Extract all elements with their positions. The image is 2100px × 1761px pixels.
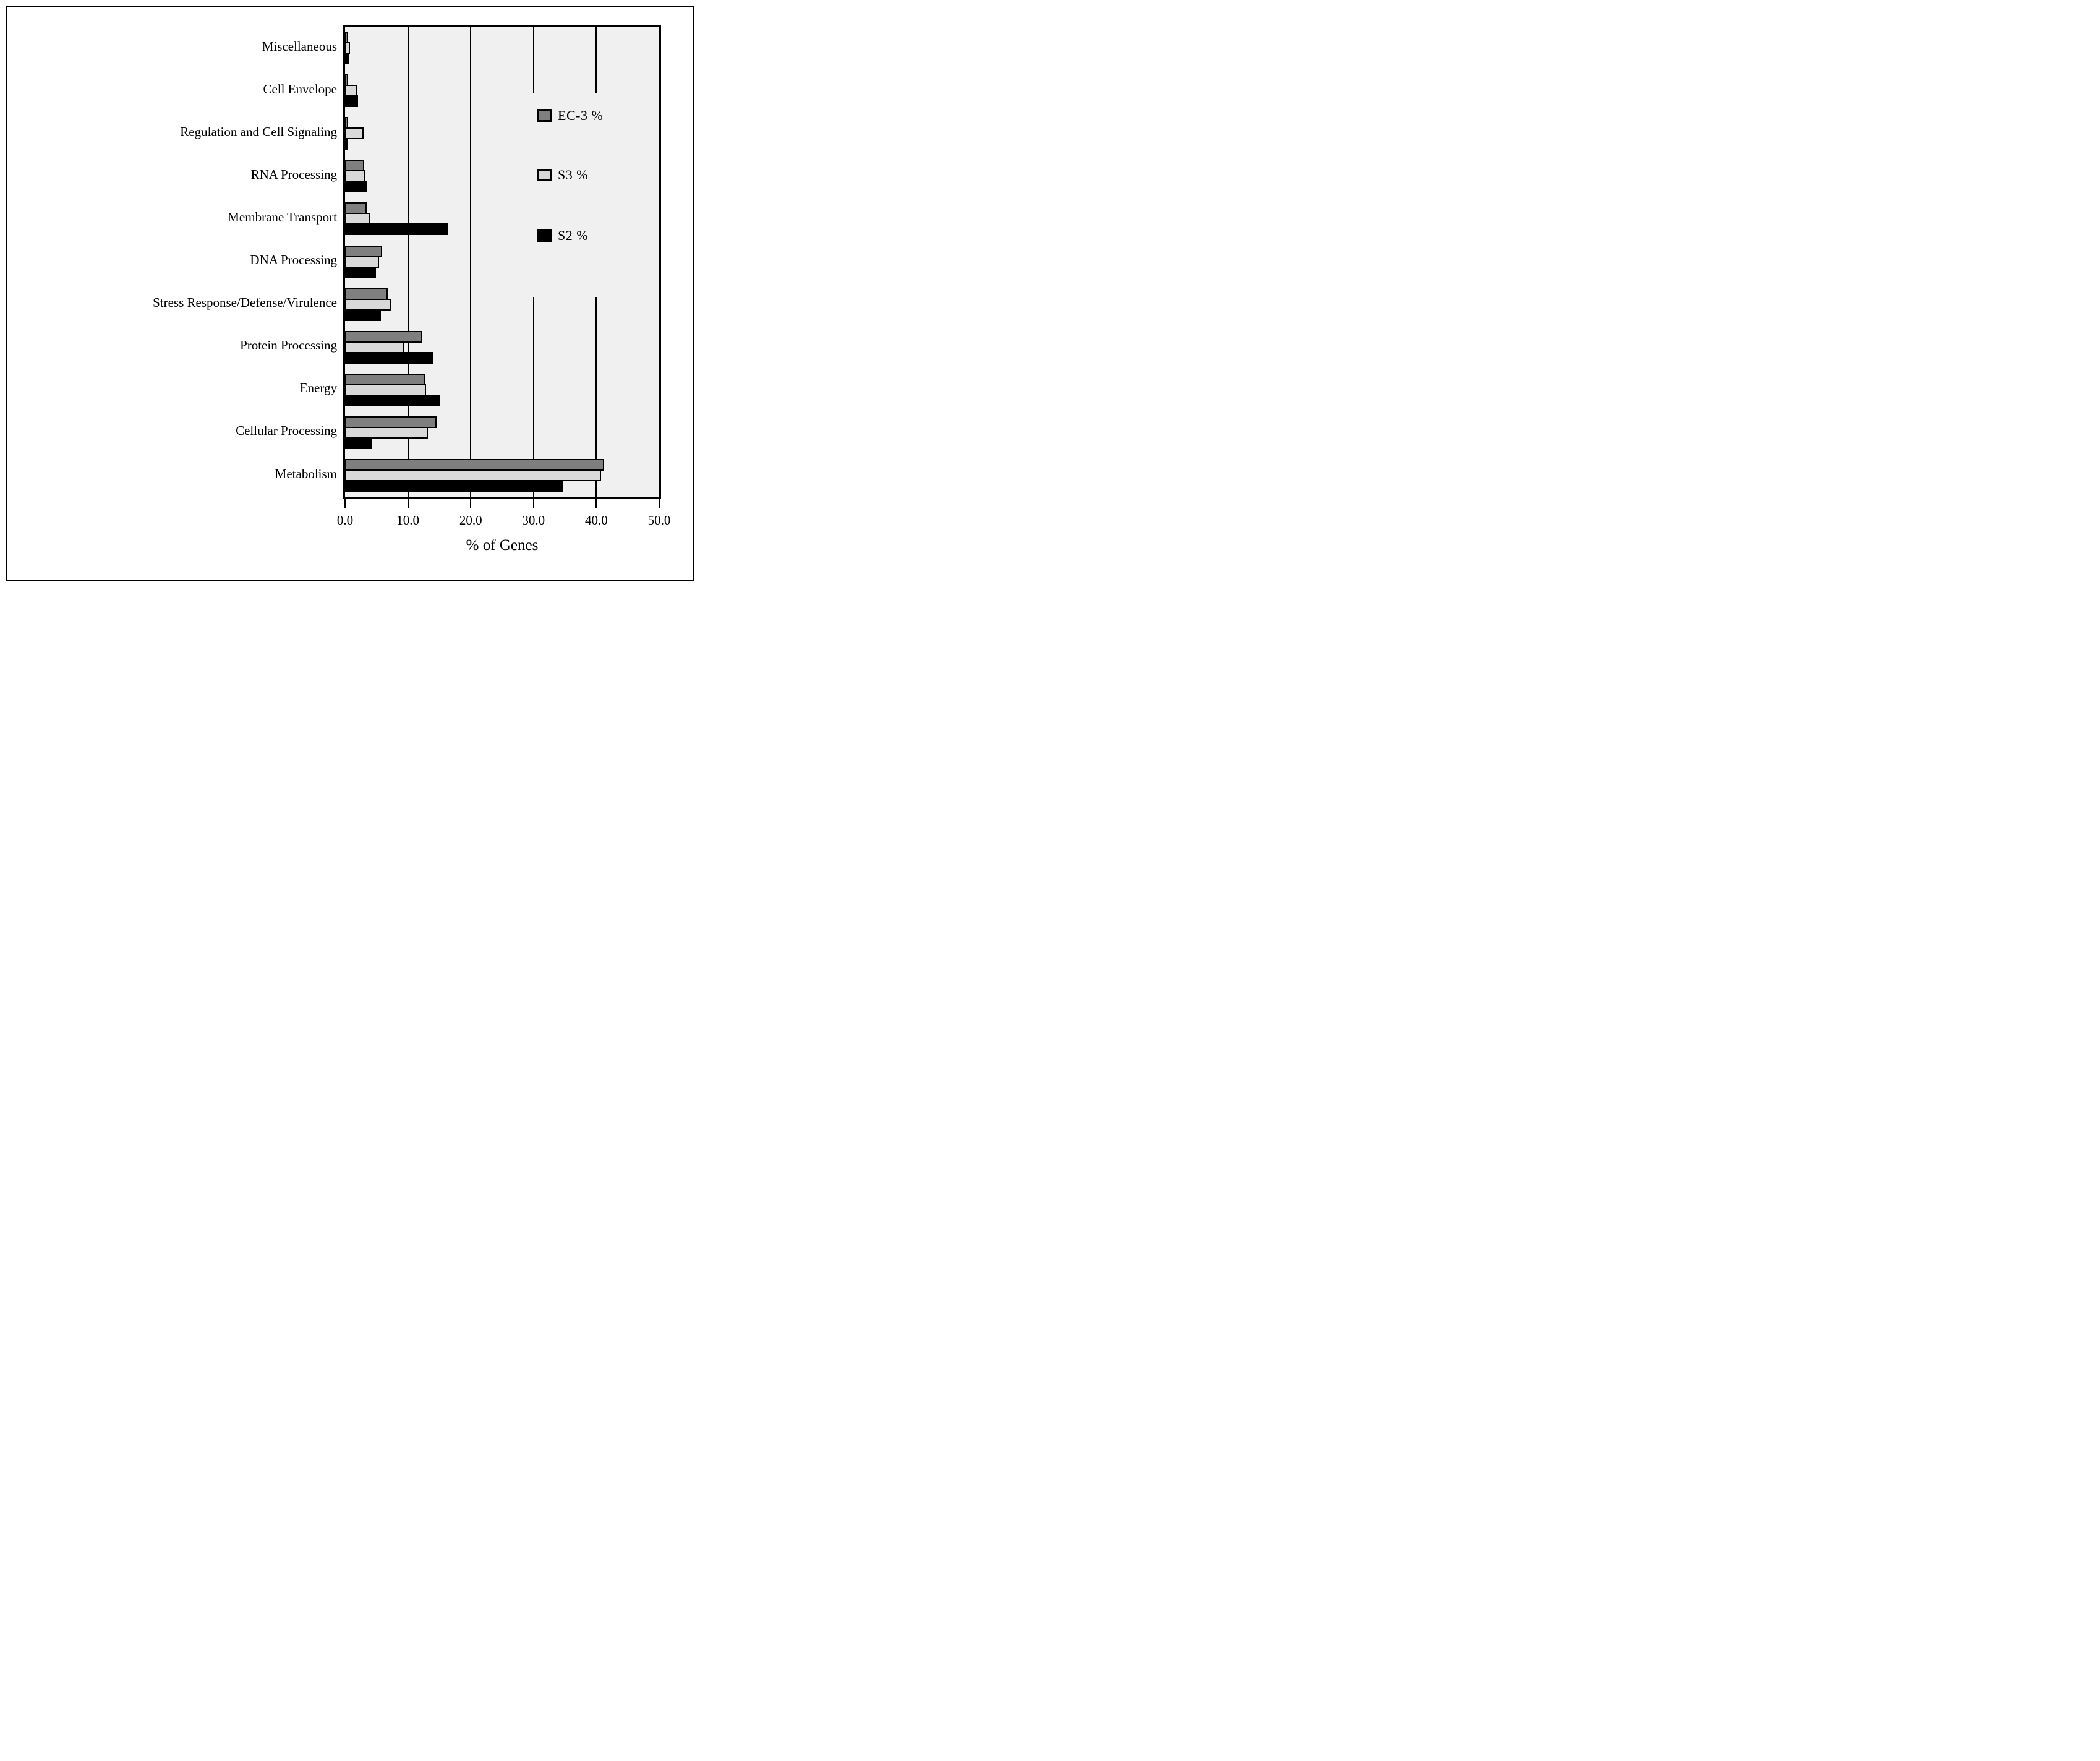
category-label-membrane-transport: Membrane Transport (228, 209, 337, 225)
bar-s2-energy (345, 394, 441, 406)
legend-item-s3: S3 % (537, 167, 588, 183)
x-tick-50.0 (659, 499, 660, 508)
x-tick-10.0 (407, 499, 409, 508)
x-tick-0.0 (344, 499, 346, 508)
category-label-miscellaneous: Miscellaneous (262, 38, 337, 54)
legend: EC-3 % S3 % S2 % (524, 93, 646, 297)
category-label-metabolism: Metabolism (275, 466, 337, 481)
gridline-10 (407, 27, 409, 497)
category-label-dna-processing: DNA Processing (250, 252, 337, 267)
x-tick-30.0 (532, 499, 534, 508)
legend-label-s2: S2 % (558, 228, 589, 243)
bar-s2-dna-processing (345, 266, 376, 278)
legend-label-ec3: EC-3 % (558, 108, 604, 123)
x-tick-label-0.0: 0.0 (336, 513, 354, 528)
bar-s3-regulation-and-cell-signaling (345, 127, 364, 140)
legend-marker-s3 (537, 169, 552, 181)
category-label-energy: Energy (299, 380, 337, 396)
figure: Miscellaneous Cell Envelope Regulation and… (0, 0, 700, 587)
bar-s2-cellular-processing (345, 437, 372, 449)
legend-marker-ec3 (537, 109, 552, 122)
bar-s2-membrane-transport (345, 223, 448, 236)
legend-item-s2: S2 % (537, 228, 588, 244)
x-axis-title: % of Genes (466, 537, 539, 554)
bar-s2-miscellaneous (345, 53, 349, 64)
bar-s2-metabolism (345, 480, 563, 492)
gridline-20 (470, 27, 472, 497)
x-tick-label-50.0: 50.0 (647, 513, 671, 528)
bar-s2-stress-response-defense-virulence (345, 309, 381, 321)
x-tick-label-10.0: 10.0 (396, 513, 419, 528)
x-tick-label-20.0: 20.0 (459, 513, 482, 528)
x-tick-label-40.0: 40.0 (585, 513, 608, 528)
x-tick-20.0 (470, 499, 472, 508)
category-label-rna-processing: RNA Processing (250, 166, 337, 182)
category-label-stress-response-defense-virulence: Stress Response/Defense/Virulence (153, 295, 337, 311)
category-label-cellular-processing: Cellular Processing (236, 423, 337, 439)
bar-s2-rna-processing (345, 181, 367, 193)
bar-s2-cell-envelope (345, 95, 359, 108)
bar-s2-regulation-and-cell-signaling (345, 138, 348, 150)
category-label-protein-processing: Protein Processing (240, 338, 337, 353)
x-tick-40.0 (595, 499, 597, 508)
x-tick-label-30.0: 30.0 (522, 513, 545, 528)
legend-item-ec3: EC-3 % (537, 108, 603, 124)
category-label-cell-envelope: Cell Envelope (263, 81, 337, 96)
legend-label-s3: S3 % (558, 167, 589, 182)
legend-marker-s2 (537, 229, 552, 242)
bar-s2-protein-processing (345, 351, 434, 364)
bar-s3-cellular-processing (345, 426, 429, 439)
category-label-regulation-and-cell-signaling: Regulation and Cell Signaling (180, 124, 337, 139)
figure-border (6, 6, 694, 581)
